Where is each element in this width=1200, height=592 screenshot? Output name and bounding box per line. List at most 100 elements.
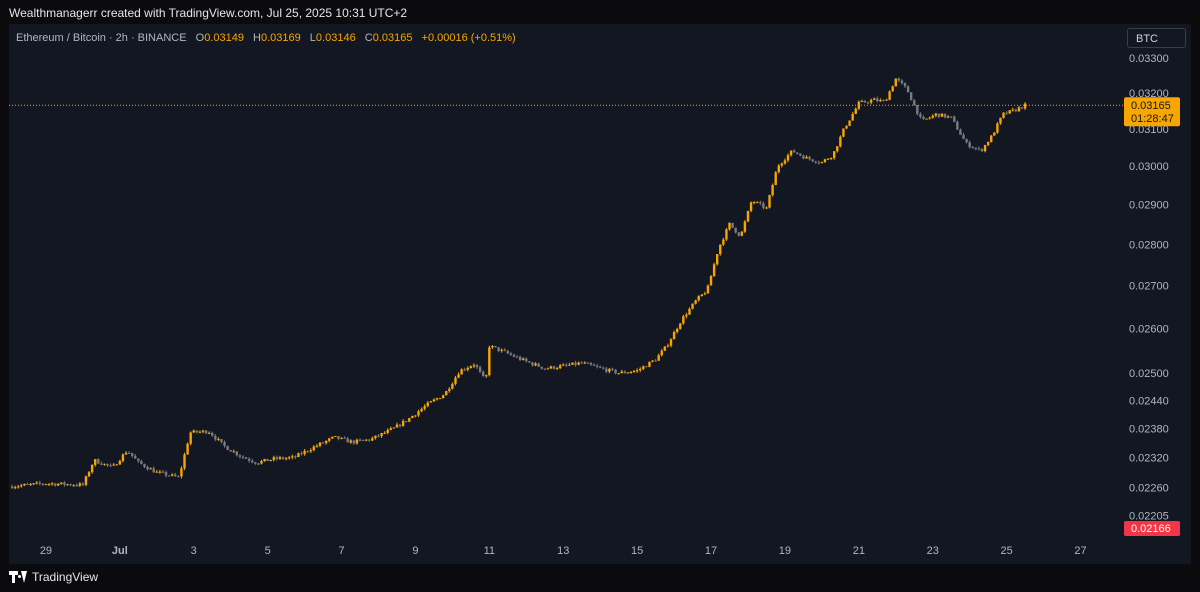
candle-body — [127, 452, 131, 454]
candle-body — [860, 100, 864, 102]
price-tick-label: 0.02900 — [1129, 199, 1169, 211]
candle-body — [962, 134, 965, 139]
candle-body — [235, 451, 239, 456]
candle-body — [303, 450, 306, 455]
candle-body — [152, 468, 155, 473]
candle-body — [121, 454, 125, 461]
candle-body — [722, 239, 725, 245]
candle-body — [32, 483, 35, 485]
candle-body — [1008, 110, 1011, 114]
candle-body — [811, 159, 814, 162]
currency-selector[interactable]: BTC — [1127, 28, 1186, 48]
price-tick-label: 0.03300 — [1129, 53, 1169, 65]
candle-body — [928, 117, 931, 119]
candle-body — [709, 276, 713, 286]
candle-body — [140, 461, 143, 465]
candle-body — [398, 424, 402, 427]
candle-body — [189, 432, 192, 444]
candle-body — [454, 377, 457, 384]
candle-body — [672, 332, 676, 340]
candle-body — [959, 129, 962, 135]
high-value: 0.03169 — [260, 32, 301, 44]
time-tick-label: 29 — [40, 545, 52, 557]
candle-body — [669, 339, 673, 346]
time-tick-label: 15 — [631, 545, 643, 557]
candle-body — [595, 365, 599, 367]
candle-body — [682, 316, 685, 324]
chart-area[interactable]: 29 Jul 3 5 7 9 11 13 15 17 19 21 23 25 27 — [9, 24, 1124, 564]
candle-body — [900, 80, 904, 84]
candle-body — [244, 457, 248, 459]
candle-body — [688, 308, 691, 315]
candle-body — [392, 427, 396, 429]
candle-body — [700, 294, 703, 297]
candle-body — [315, 445, 319, 447]
attribution-text: Wealthmanagerr created with TradingView.… — [9, 6, 408, 20]
candle-body — [417, 411, 420, 416]
candle-body — [50, 483, 54, 485]
candle-body — [666, 345, 670, 347]
candle-body — [438, 398, 442, 400]
candle-body — [823, 159, 827, 162]
price-tick-label: 0.03200 — [1129, 88, 1169, 100]
candle-body — [909, 92, 913, 101]
candle-body — [47, 483, 51, 485]
candle-body — [220, 439, 223, 442]
candle-body — [743, 221, 747, 232]
time-tick-label: Jul — [112, 545, 128, 557]
time-tick-label: 23 — [927, 545, 939, 557]
candle-body — [660, 350, 663, 356]
candle-body — [792, 150, 796, 153]
candle-body — [515, 356, 519, 358]
candle-body — [943, 113, 947, 118]
candle-body — [195, 430, 199, 433]
candle-body — [180, 468, 183, 477]
candle-body — [752, 202, 756, 204]
candle-body — [488, 347, 491, 376]
candle-body — [401, 420, 405, 427]
candle-body — [343, 437, 346, 439]
candle-body — [626, 372, 630, 374]
candle-body — [10, 486, 14, 489]
candle-body — [765, 207, 768, 209]
candle-body — [269, 459, 272, 462]
candle-body — [805, 156, 808, 159]
candle-body — [756, 202, 759, 204]
candle-body — [522, 358, 525, 360]
candle-body — [20, 485, 23, 487]
price-tick-label: 0.02260 — [1129, 482, 1169, 494]
price-tick-label: 0.02320 — [1129, 453, 1169, 465]
candle-body — [734, 227, 737, 233]
time-tick-label: 25 — [1001, 545, 1013, 557]
candle-body — [257, 463, 260, 465]
candle-body — [999, 117, 1002, 124]
candle-body — [118, 460, 122, 465]
candle-body — [405, 420, 408, 422]
candle-body — [534, 363, 537, 366]
candle-body — [885, 99, 888, 101]
candle-body — [318, 442, 322, 446]
candle-body — [851, 113, 854, 121]
price-axis[interactable]: 0.03300 0.03200 0.03100 0.03000 0.02900 0.028… — [1124, 24, 1191, 564]
candle-body — [512, 354, 516, 357]
candle-body — [552, 366, 556, 369]
symbol-name[interactable]: Ethereum / Bitcoin · 2h · BINANCE — [16, 32, 187, 44]
candle-body — [371, 438, 374, 441]
candle-body — [149, 468, 152, 470]
candle-body — [423, 406, 426, 409]
candle-body — [808, 156, 811, 160]
candle-body — [81, 483, 85, 485]
time-tick-label: 13 — [557, 545, 569, 557]
time-tick-label: 21 — [853, 545, 865, 557]
candle-body — [934, 113, 938, 116]
candle-body — [916, 105, 919, 115]
candle-body — [164, 472, 168, 476]
candle-body — [383, 432, 386, 434]
candle-body — [993, 132, 996, 136]
price-tick-label: 0.03100 — [1129, 124, 1169, 136]
candle-body — [485, 375, 488, 377]
candle-body — [167, 475, 171, 477]
candle-body — [309, 450, 312, 452]
tradingview-brand[interactable]: TradingView — [9, 570, 98, 584]
